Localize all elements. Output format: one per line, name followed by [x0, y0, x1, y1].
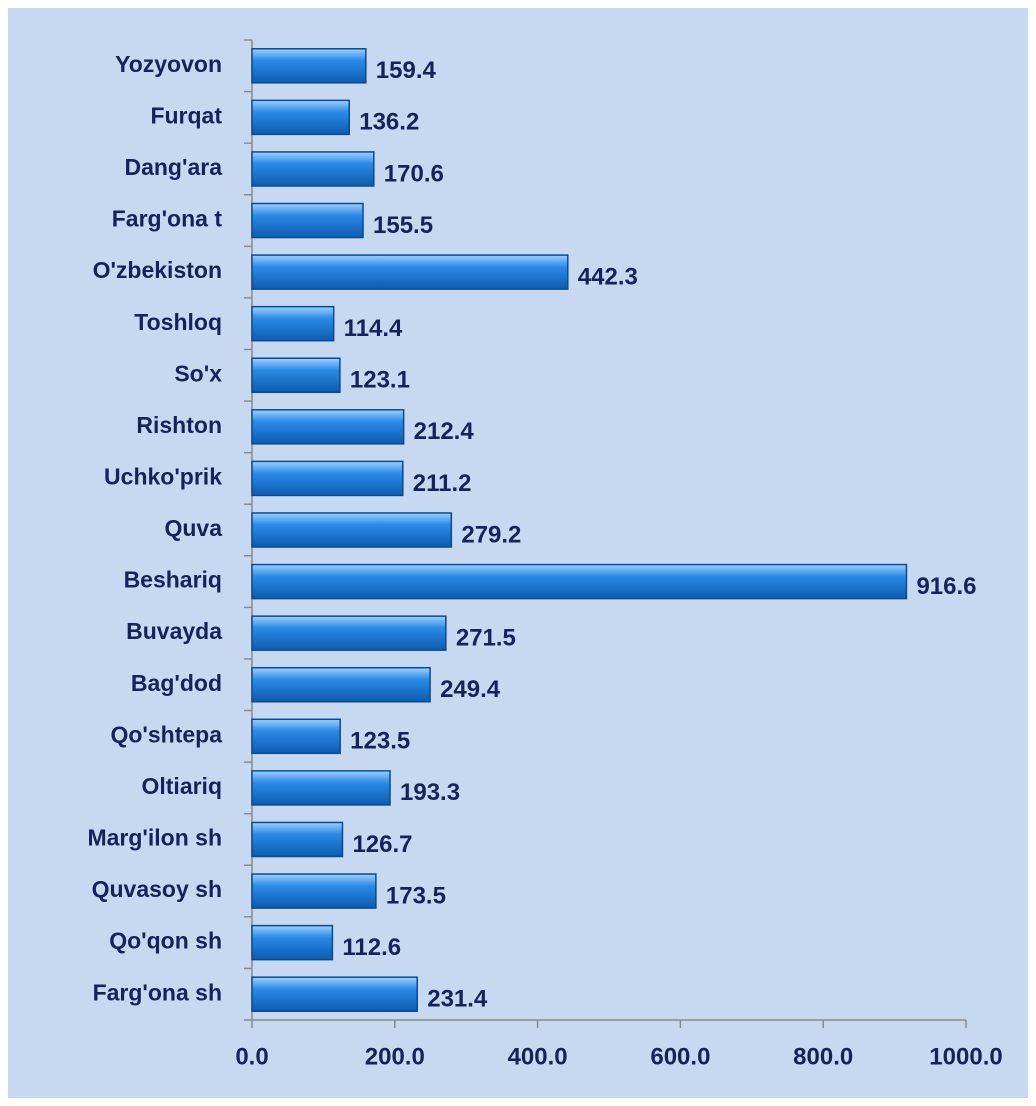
bar	[251, 460, 404, 497]
bar	[251, 563, 908, 600]
value-label: 123.5	[350, 728, 410, 755]
x-tick-label: 400.0	[508, 1043, 568, 1070]
y-tick-label: O'zbekiston	[93, 257, 222, 283]
bar	[251, 512, 453, 548]
y-tick-label: Marg'ilon sh	[87, 825, 222, 851]
value-label: 136.2	[359, 109, 419, 136]
x-tick-label: 800.0	[793, 1043, 853, 1070]
bar	[251, 151, 375, 187]
y-tick-label: Yozyovon	[115, 51, 222, 77]
bar	[251, 770, 391, 806]
bar	[251, 924, 334, 961]
y-tick-label: Dang'ara	[124, 154, 222, 180]
bar	[251, 873, 377, 909]
y-tick-label: Quvasoy sh	[92, 876, 222, 902]
y-tick-label: Farg'ona sh	[93, 979, 222, 1005]
value-label: 193.3	[400, 779, 460, 806]
value-label: 212.4	[414, 418, 475, 445]
bar	[251, 48, 367, 84]
x-tick-label: 0.0	[235, 1043, 268, 1070]
y-tick-label: Buvayda	[126, 618, 222, 644]
bar	[251, 305, 335, 342]
value-label: 126.7	[352, 831, 412, 858]
bar	[251, 821, 344, 858]
bar	[251, 357, 341, 394]
value-label: 114.4	[344, 315, 403, 342]
value-label: 271.5	[456, 625, 516, 652]
value-label: 442.3	[578, 263, 638, 290]
x-tick-label: 200.0	[365, 1043, 425, 1070]
y-tick-label: Bag'dod	[131, 670, 222, 696]
bar	[251, 615, 447, 651]
y-tick-label: Qo'shtepa	[110, 721, 222, 747]
bar	[251, 666, 431, 703]
y-tick-label: Beshariq	[124, 567, 222, 593]
y-tick-label: Quva	[164, 515, 222, 541]
bar	[251, 718, 341, 755]
y-tick-label: Oltiariq	[141, 773, 222, 799]
x-tick-label: 1000.0	[929, 1043, 1002, 1070]
value-label: 159.4	[376, 57, 437, 84]
value-label: 123.1	[350, 367, 410, 394]
y-tick-label: Qo'qon sh	[109, 928, 222, 954]
y-tick-label: Uchko'prik	[104, 463, 222, 489]
value-label: 170.6	[384, 160, 444, 187]
value-label: 249.4	[440, 676, 501, 703]
bar	[251, 202, 364, 239]
value-label: 916.6	[916, 573, 976, 600]
value-label: 211.2	[413, 470, 472, 497]
value-label: 155.5	[373, 212, 433, 239]
y-tick-label: Rishton	[136, 412, 222, 438]
bar	[251, 99, 350, 136]
bar	[251, 976, 418, 1012]
bar	[251, 254, 569, 290]
y-tick-label: Furqat	[150, 102, 222, 128]
value-label: 279.2	[461, 521, 521, 548]
x-tick-label: 600.0	[650, 1043, 710, 1070]
bar	[251, 409, 405, 445]
value-label: 173.5	[386, 882, 446, 909]
value-label: 112.6	[342, 934, 401, 961]
value-label: 231.4	[427, 986, 488, 1013]
y-tick-label: So'x	[174, 360, 222, 386]
y-tick-label: Farg'ona t	[112, 206, 223, 232]
y-tick-label: Toshloq	[134, 309, 222, 335]
plot-background	[8, 8, 1028, 1098]
